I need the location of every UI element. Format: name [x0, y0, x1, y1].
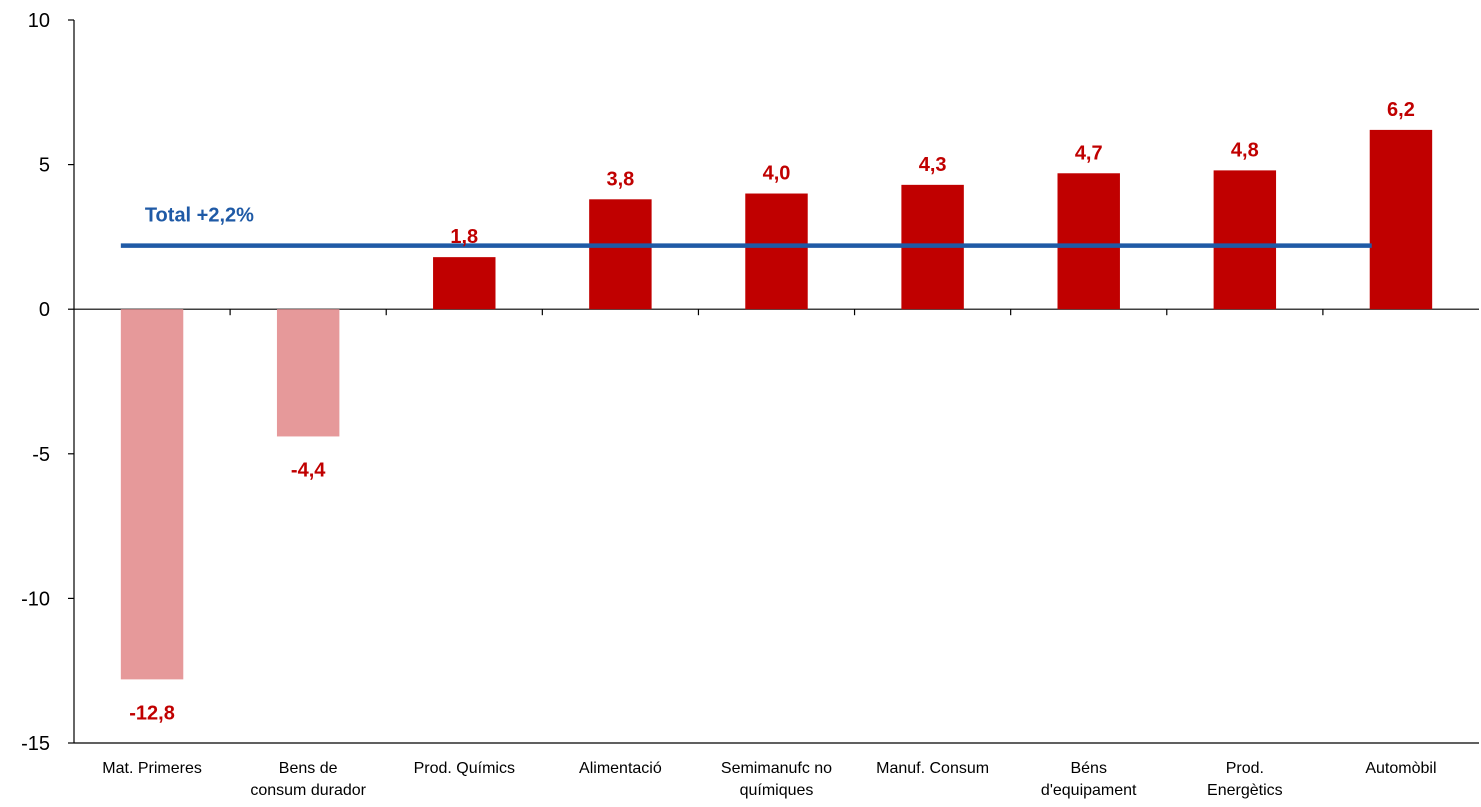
category-label: Alimentació [579, 760, 662, 777]
y-tick-label: -10 [21, 588, 50, 610]
category-label: Mat. Primeres [102, 760, 202, 777]
category-label: Prod. Energètics [1207, 760, 1283, 799]
y-tick-label: 0 [39, 299, 50, 321]
bar [1213, 170, 1277, 310]
category-labels: Mat. Primeres Bens de consum durador Prod. … [102, 760, 1436, 799]
data-label: -4,4 [291, 459, 326, 481]
category-label: Bens de consum durador [250, 760, 366, 799]
y-tick-label: 10 [28, 10, 50, 32]
data-label: 1,8 [450, 226, 478, 248]
category-label: Automòbil [1365, 760, 1436, 777]
bar [433, 257, 496, 310]
data-label: 4,8 [1231, 139, 1259, 161]
data-label: 6,2 [1387, 99, 1415, 121]
data-label: 4,7 [1075, 142, 1103, 164]
data-label: 3,8 [606, 168, 634, 190]
bar [1057, 173, 1120, 310]
y-tick-label: -5 [32, 444, 50, 466]
category-label: Semimanufc no químiques [721, 760, 832, 799]
bar [1369, 129, 1433, 310]
data-label: -12,8 [129, 702, 175, 724]
total-label: Total +2,2% [145, 205, 254, 227]
bars [120, 129, 1433, 680]
data-label: 4,0 [763, 163, 791, 185]
y-tick-label: 5 [39, 155, 50, 177]
data-labels: -12,8 -4,4 1,8 3,8 4,0 4,3 4,7 4,8 6,2 [129, 99, 1415, 724]
bar [120, 309, 184, 680]
category-label: Manuf. Consum [876, 760, 989, 777]
y-axis: 10 5 0 -5 -10 -15 [21, 10, 75, 755]
total-reference: Total +2,2% [120, 205, 1372, 248]
y-tick-label: -15 [21, 733, 50, 755]
data-label: 4,3 [919, 154, 947, 176]
bar [276, 309, 340, 437]
bar [589, 199, 652, 310]
bar [745, 193, 808, 310]
category-label: Béns d'equipament [1041, 760, 1137, 799]
category-label: Prod. Químics [414, 760, 515, 777]
